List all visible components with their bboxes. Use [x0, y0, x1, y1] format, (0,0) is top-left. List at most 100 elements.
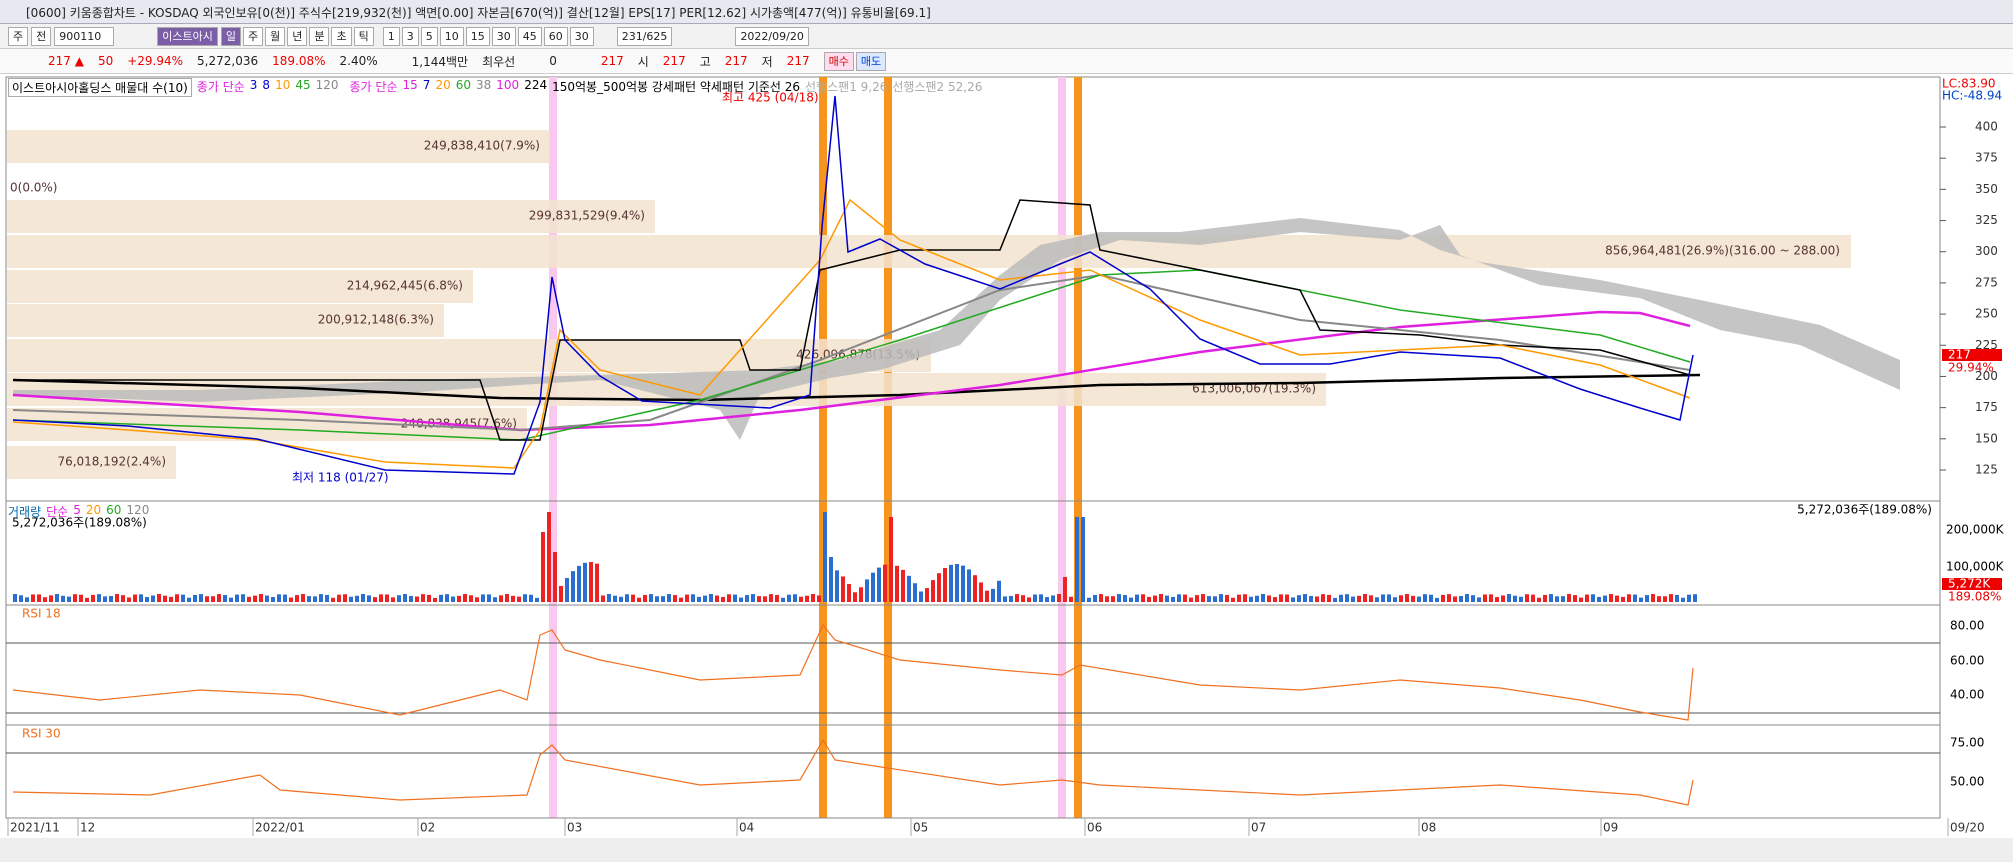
volume-profile: 249,838,410(7.9%) 0(0.0%) 299,831,529(9.4%…	[7, 130, 1851, 479]
volume-bar	[1441, 594, 1445, 602]
rsi30-label: RSI 30	[22, 727, 61, 741]
period-button[interactable]: 월	[265, 26, 286, 46]
volume-bar	[175, 594, 179, 602]
window-title: [0600] 키움종합차트 - KOSDAQ 외국인보유[0(천)] 주식수[2…	[26, 6, 931, 20]
volume-bar	[553, 552, 557, 602]
interval-button[interactable]: 60	[543, 26, 568, 46]
stock-name[interactable]: 이스트아시	[157, 26, 218, 46]
x-tick-label: 12	[80, 821, 95, 835]
volume-bar	[289, 597, 293, 602]
volume-bar	[367, 595, 371, 602]
volume-bar	[193, 595, 197, 602]
volume-bar	[1051, 595, 1055, 602]
volume-bar	[331, 597, 335, 602]
period-button[interactable]: 년	[287, 26, 308, 46]
volume-bar	[487, 594, 491, 602]
volume-bar	[199, 594, 203, 602]
volume-bar	[1585, 594, 1589, 602]
volume-bar	[319, 594, 323, 602]
buy-button[interactable]: 매수	[823, 51, 854, 71]
tab[interactable]: 주	[8, 26, 29, 46]
volume-bar	[679, 597, 683, 602]
volume-bar	[1117, 594, 1121, 602]
volume-bar	[1231, 597, 1235, 602]
interval-button[interactable]: 45	[517, 26, 542, 46]
volume-bar	[943, 567, 947, 602]
code-input[interactable]: 900110	[54, 26, 115, 46]
volume-bar	[727, 594, 731, 602]
volume-bar	[973, 575, 977, 602]
legend-item: 10	[275, 78, 291, 92]
volume-bar	[1663, 596, 1667, 602]
rsi-tick: 60.00	[1950, 654, 1984, 668]
change: 50	[97, 54, 114, 68]
volume-bar	[919, 591, 923, 602]
band	[819, 77, 827, 818]
volume-bar	[1429, 594, 1433, 602]
volume-bar	[1081, 517, 1085, 602]
tab[interactable]: 전	[31, 26, 52, 46]
volume-bar	[781, 597, 785, 602]
volume-legend: 거래량 단순 5 20 60 120	[8, 503, 149, 520]
volume-bar	[643, 594, 647, 602]
volume-bar	[763, 596, 767, 602]
interval-button[interactable]: 3	[401, 26, 419, 46]
period-button[interactable]: 초	[331, 26, 352, 46]
legend-item: 224	[524, 78, 548, 92]
x-tick-label: 05	[913, 821, 928, 835]
volume-rate: 189.08%	[272, 54, 326, 68]
volume-bar	[1519, 596, 1523, 602]
sell-button[interactable]: 매도	[855, 51, 887, 71]
period-button[interactable]: 틱	[353, 26, 374, 46]
period-button[interactable]: 분	[309, 26, 330, 46]
volume-bar	[373, 597, 377, 602]
profile-bar	[7, 270, 473, 303]
interval-button[interactable]: 30	[491, 26, 516, 46]
interval-button[interactable]: 10	[439, 26, 464, 46]
low: 217	[786, 54, 810, 68]
volume-bar	[1405, 594, 1409, 602]
interval-button[interactable]: 5	[420, 26, 438, 46]
date-input[interactable]: 2022/09/20	[735, 26, 809, 46]
volume-bar	[1693, 594, 1697, 602]
profile-bar	[7, 339, 931, 372]
volume-bar	[847, 583, 851, 602]
volume-bar	[1573, 595, 1577, 602]
band	[1074, 77, 1082, 818]
volume-bar	[1273, 597, 1277, 602]
amount: 1,144백만	[411, 54, 469, 69]
x-tick-label: 08	[1421, 821, 1436, 835]
volume-bar	[427, 594, 431, 602]
profile-bar	[7, 200, 655, 233]
volume-bar	[415, 596, 419, 602]
volume-bar	[1129, 597, 1133, 602]
volume-bar	[169, 596, 173, 602]
volume-bar	[1501, 595, 1505, 602]
interval-button[interactable]: 15	[465, 26, 490, 46]
volume-bar	[1201, 594, 1205, 602]
volume-bar	[1453, 596, 1457, 602]
volume-bar	[1471, 595, 1475, 602]
volume: 5,272,036	[197, 54, 259, 68]
period-button[interactable]: 주	[242, 26, 264, 46]
interval-button[interactable]: 1	[382, 26, 400, 46]
volume-bar	[1357, 595, 1361, 602]
volume-bar	[1447, 594, 1451, 602]
volume-bar	[379, 594, 383, 602]
volume-bar	[889, 517, 893, 602]
volume-bar	[1219, 594, 1223, 602]
volume-info: 5,272,036주(189.08%)	[12, 516, 147, 530]
volume-bar	[1165, 595, 1169, 602]
volume-bar	[1279, 594, 1283, 602]
volume-bar	[49, 595, 53, 602]
volume-bar	[1621, 596, 1625, 602]
volume-bar	[163, 595, 167, 602]
price-line	[12, 95, 1694, 475]
interval-button[interactable]: 30	[569, 26, 594, 46]
price-value: 217	[48, 54, 71, 68]
period-button[interactable]: 일	[220, 26, 241, 46]
volume-bar	[1177, 594, 1181, 602]
volume-bar	[1267, 595, 1271, 602]
legend-item: 100	[496, 78, 520, 92]
